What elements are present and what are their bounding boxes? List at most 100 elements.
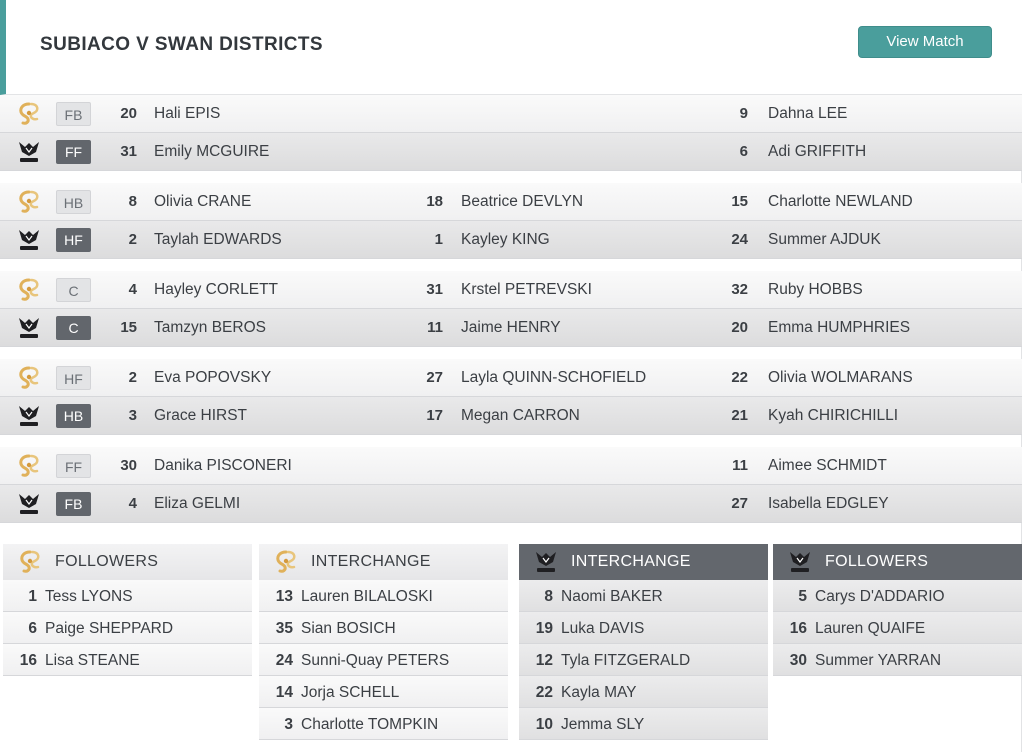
swans-logo-icon [16,139,42,165]
player-name[interactable]: Sian BOSICH [301,620,396,637]
player-name[interactable]: Lisa STEANE [45,652,140,669]
player-name[interactable]: Tyla FITZGERALD [561,652,691,669]
player-name[interactable]: Sunni-Quay PETERS [301,652,450,669]
player-name[interactable]: Emma HUMPHRIES [768,319,911,336]
position-badge: FB [56,492,91,516]
player-name[interactable]: Olivia CRANE [154,193,252,210]
player-number: 20 [120,105,137,122]
player-name[interactable]: Grace HIRST [154,407,248,424]
player-name[interactable]: Isabella EDGLEY [768,495,889,512]
player-number: 14 [275,684,293,701]
player-name[interactable]: Carys D'ADDARIO [815,588,945,605]
player-name[interactable]: Krstel PETREVSKI [461,281,592,298]
player-name[interactable]: Adi GRIFFITH [768,143,867,160]
lineup-row: C 15 Tamzyn BEROS 11 Jaime HENRY 20 Emma HUMPH… [0,309,1022,347]
player-name[interactable]: Charlotte TOMPKIN [301,716,439,733]
player-number: 11 [732,457,748,474]
bench-header: FOLLOWERS [773,544,1022,580]
player-name[interactable]: Aimee SCHMIDT [768,457,887,474]
player-name[interactable]: Tess LYONS [45,588,133,605]
player-number: 9 [739,105,748,122]
player-number: 24 [731,231,748,248]
player-number: 4 [128,495,137,512]
bench-title: INTERCHANGE [311,553,431,570]
bench-title: FOLLOWERS [55,553,159,570]
position-badge: FF [56,140,91,164]
player-number: 13 [275,588,293,605]
position-badge: HB [56,404,91,428]
player-name[interactable]: Hayley CORLETT [154,281,279,298]
player-number: 8 [128,193,137,210]
player-name[interactable]: Summer AJDUK [768,231,881,248]
line-group: FB 20 Hali EPIS 9 Dahna LEE FF 31 Emily MCGUIR… [0,95,1022,171]
player-name[interactable]: Eva POPOVSKY [154,369,272,386]
player-name[interactable]: Lauren BILALOSKI [301,588,433,605]
player-number: 21 [731,407,748,424]
position-badge: HB [56,190,91,214]
player-name[interactable]: Eliza GELMI [154,495,241,512]
player-name[interactable]: Tamzyn BEROS [154,319,266,336]
player-number: 31 [120,143,137,160]
player-name[interactable]: Emily MCGUIRE [154,143,270,160]
player-number: 19 [535,620,553,637]
bench-row: 3 Charlotte TOMPKIN [259,708,508,740]
swans-logo-icon [533,549,559,575]
player-name[interactable]: Kayley KING [461,231,550,248]
player-name[interactable]: Dahna LEE [768,105,848,122]
player-number: 2 [128,369,137,386]
subiaco-logo-icon [16,101,42,127]
player-name[interactable]: Paige SHEPPARD [45,620,174,637]
position-badge: FB [56,102,91,126]
bench-row: 1 Tess LYONS [3,580,252,612]
bench-row: 35 Sian BOSICH [259,612,508,644]
player-name[interactable]: Naomi BAKER [561,588,663,605]
player-number: 1 [434,231,443,248]
subiaco-logo-icon [16,453,42,479]
player-name[interactable]: Kyah CHIRICHILLI [768,407,899,424]
player-number: 30 [789,652,807,669]
player-name[interactable]: Beatrice DEVLYN [461,193,584,210]
player-name[interactable]: Taylah EDWARDS [154,231,282,248]
line-group: C 4 Hayley CORLETT 31 Krstel PETREVSKI 32 Ruby… [0,271,1022,347]
player-number: 8 [544,588,553,605]
player-number: 32 [731,281,748,298]
player-name[interactable]: Summer YARRAN [815,652,942,669]
view-match-button[interactable]: View Match [858,26,992,58]
position-badge: HF [56,228,91,252]
position-badge: HF [56,366,91,390]
player-name[interactable]: Olivia WOLMARANS [768,369,913,386]
swans-logo-icon [16,491,42,517]
player-name[interactable]: Hali EPIS [154,105,221,122]
position-badge: C [56,278,91,302]
position-badge: C [56,316,91,340]
player-name[interactable]: Danika PISCONERI [154,457,292,474]
player-name[interactable]: Layla QUINN-SCHOFIELD [461,369,647,386]
player-number: 27 [731,495,748,512]
bench-panel: INTERCHANGE 8 Naomi BAKER 19 Luka DAVIS 12 Tyl… [519,544,768,740]
player-number: 10 [535,716,553,733]
player-number: 2 [128,231,137,248]
player-name[interactable]: Jemma SLY [561,716,645,733]
player-name[interactable]: Luka DAVIS [561,620,645,637]
player-number: 35 [275,620,293,637]
lineup-row: C 4 Hayley CORLETT 31 Krstel PETREVSKI 32 Ruby… [0,271,1022,309]
bench-header: INTERCHANGE [519,544,768,580]
player-number: 6 [28,620,37,637]
player-name[interactable]: Charlotte NEWLAND [768,193,913,210]
player-name[interactable]: Megan CARRON [461,407,580,424]
player-name[interactable]: Kayla MAY [561,684,637,701]
player-number: 5 [798,588,807,605]
player-number: 4 [128,281,137,298]
player-name[interactable]: Jaime HENRY [461,319,561,336]
bench-row: 14 Jorja SCHELL [259,676,508,708]
bench-row: 30 Summer YARRAN [773,644,1022,676]
player-number: 16 [789,620,807,637]
lineup-row: HB 8 Olivia CRANE 18 Beatrice DEVLYN 15 Charlo… [0,183,1022,221]
player-name[interactable]: Lauren QUAIFE [815,620,926,637]
player-name[interactable]: Ruby HOBBS [768,281,863,298]
player-name[interactable]: Jorja SCHELL [301,684,400,701]
player-number: 22 [731,369,748,386]
bench-title: FOLLOWERS [825,553,929,570]
bench-panel: FOLLOWERS 5 Carys D'ADDARIO 16 Lauren QUAIFE… [773,544,1022,676]
bench-panel: FOLLOWERS 1 Tess LYONS 6 Paige SHEPPARD 16 Lis… [3,544,252,676]
